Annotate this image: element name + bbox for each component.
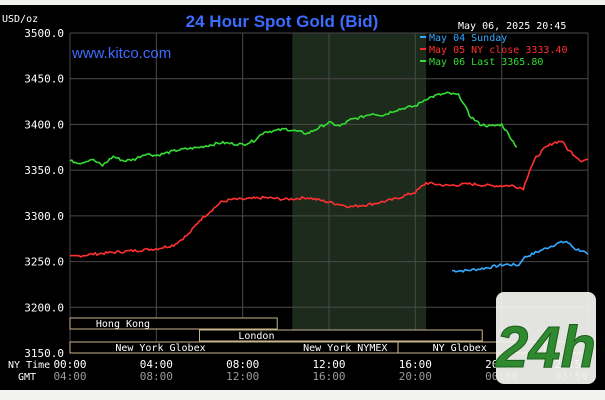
x-axis-ny-label: NY Time: [8, 360, 50, 371]
session-label: London: [238, 331, 274, 342]
legend-entry-may04: May 04 Sunday: [420, 33, 507, 44]
y-tick-label: 3450.0: [24, 73, 64, 86]
session-shade: [292, 33, 427, 353]
y-tick-label: 3300.0: [24, 210, 64, 223]
logo-badge: [496, 292, 596, 384]
session-label: New York NYMEX: [303, 343, 387, 354]
logo-24h: 24h: [495, 292, 596, 384]
x-tick-label-ny: 12:00: [312, 358, 345, 371]
series-line-2: [69, 91, 518, 167]
x-tick-label-ny: 04:00: [140, 358, 173, 371]
y-tick-label: 3400.0: [24, 118, 64, 131]
series-layer: [69, 91, 589, 273]
session-box: [199, 329, 483, 342]
x-tick-label-gmt: 04:00: [53, 370, 86, 383]
legend-entry-may05: May 05 NY close 3333.40: [420, 45, 567, 56]
chart-timestamp: May 06, 2025 20:45: [458, 21, 566, 32]
chart-title: 24 Hour Spot Gold (Bid): [186, 12, 379, 31]
x-tick-label-ny: 08:00: [226, 358, 259, 371]
session-label: Hong Kong: [96, 319, 150, 330]
y-tick-label: 3350.0: [24, 164, 64, 177]
legend: May 04 Sunday May 05 NY close 3333.40 Ma…: [420, 33, 567, 68]
legend-label-may04: May 04 Sunday: [429, 33, 507, 44]
y-tick-label: 3150.0: [24, 347, 64, 360]
legend-label-may06: May 06 Last 3365.80: [429, 57, 543, 68]
y-tick-label: 3200.0: [24, 301, 64, 314]
session-label: NY Globex: [433, 343, 487, 354]
y-axis-label: USD/oz: [2, 14, 38, 25]
x-tick-label-gmt: 20:00: [399, 370, 432, 383]
session-box: [69, 317, 278, 330]
session-label: New York Globex: [115, 343, 205, 354]
chart-subtitle: www.kitco.com: [71, 45, 171, 62]
series-line-0: [451, 240, 589, 273]
grid: [69, 32, 589, 354]
session-boxes: Hong Kong London New York Globex New York N…: [69, 317, 589, 354]
logo-text: 24h: [495, 315, 596, 380]
legend-label-may05: May 05 NY close 3333.40: [429, 45, 567, 56]
y-tick-label: 3250.0: [24, 256, 64, 269]
x-tick-label-ny: 16:00: [399, 358, 432, 371]
legend-entry-may06: May 06 Last 3365.80: [420, 57, 543, 68]
y-tick-label: 3500.0: [24, 27, 64, 40]
x-tick-label-gmt: 16:00: [312, 370, 345, 383]
x-tick-label-gmt: 12:00: [226, 370, 259, 383]
x-tick-label-ny: 00:00: [53, 358, 86, 371]
x-tick-label-gmt: 08:00: [140, 370, 173, 383]
x-axis-gmt-label: GMT: [18, 372, 36, 383]
series-line-1: [69, 140, 588, 258]
